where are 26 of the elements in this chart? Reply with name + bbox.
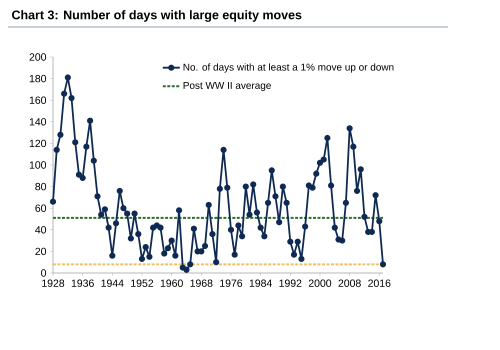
x-tick-label: 2000	[308, 280, 332, 287]
x-tick-label: 1928	[42, 280, 64, 287]
y-tick-label: 100	[30, 161, 46, 169]
y-tick-label: 20	[35, 248, 46, 256]
x-tick-label: 1968	[190, 280, 212, 287]
y-tick-label: 80	[35, 182, 46, 190]
x-tick-label: 1984	[250, 280, 272, 287]
x-tick-label: 1936	[72, 280, 94, 287]
y-tick-label: 200	[30, 53, 46, 61]
y-tick-label: 120	[30, 140, 46, 148]
y-tick-label: 140	[30, 118, 46, 126]
x-tick-label: 1944	[101, 280, 124, 287]
x-tick-label: 2016	[368, 280, 390, 287]
y-tick-label: 180	[30, 74, 46, 82]
y-tick-label: 160	[30, 96, 46, 104]
x-tick-label: 1952	[131, 280, 154, 287]
y-tick-label: 60	[35, 204, 46, 212]
chart-title: Chart 3: Number of days with large equity moves	[12, 10, 302, 22]
x-tick-label: 2008	[338, 280, 361, 287]
x-tick-label: 1992	[279, 280, 302, 287]
x-tick-label: 1960	[160, 280, 183, 287]
x-tick-label: 1976	[220, 280, 242, 287]
y-tick-label: 40	[35, 226, 46, 234]
y-tick-label: 0	[41, 269, 46, 277]
legend-label: No. of days with at least a 1% move up or down	[184, 63, 394, 73]
legend-label: Post WW II average	[184, 82, 271, 91]
